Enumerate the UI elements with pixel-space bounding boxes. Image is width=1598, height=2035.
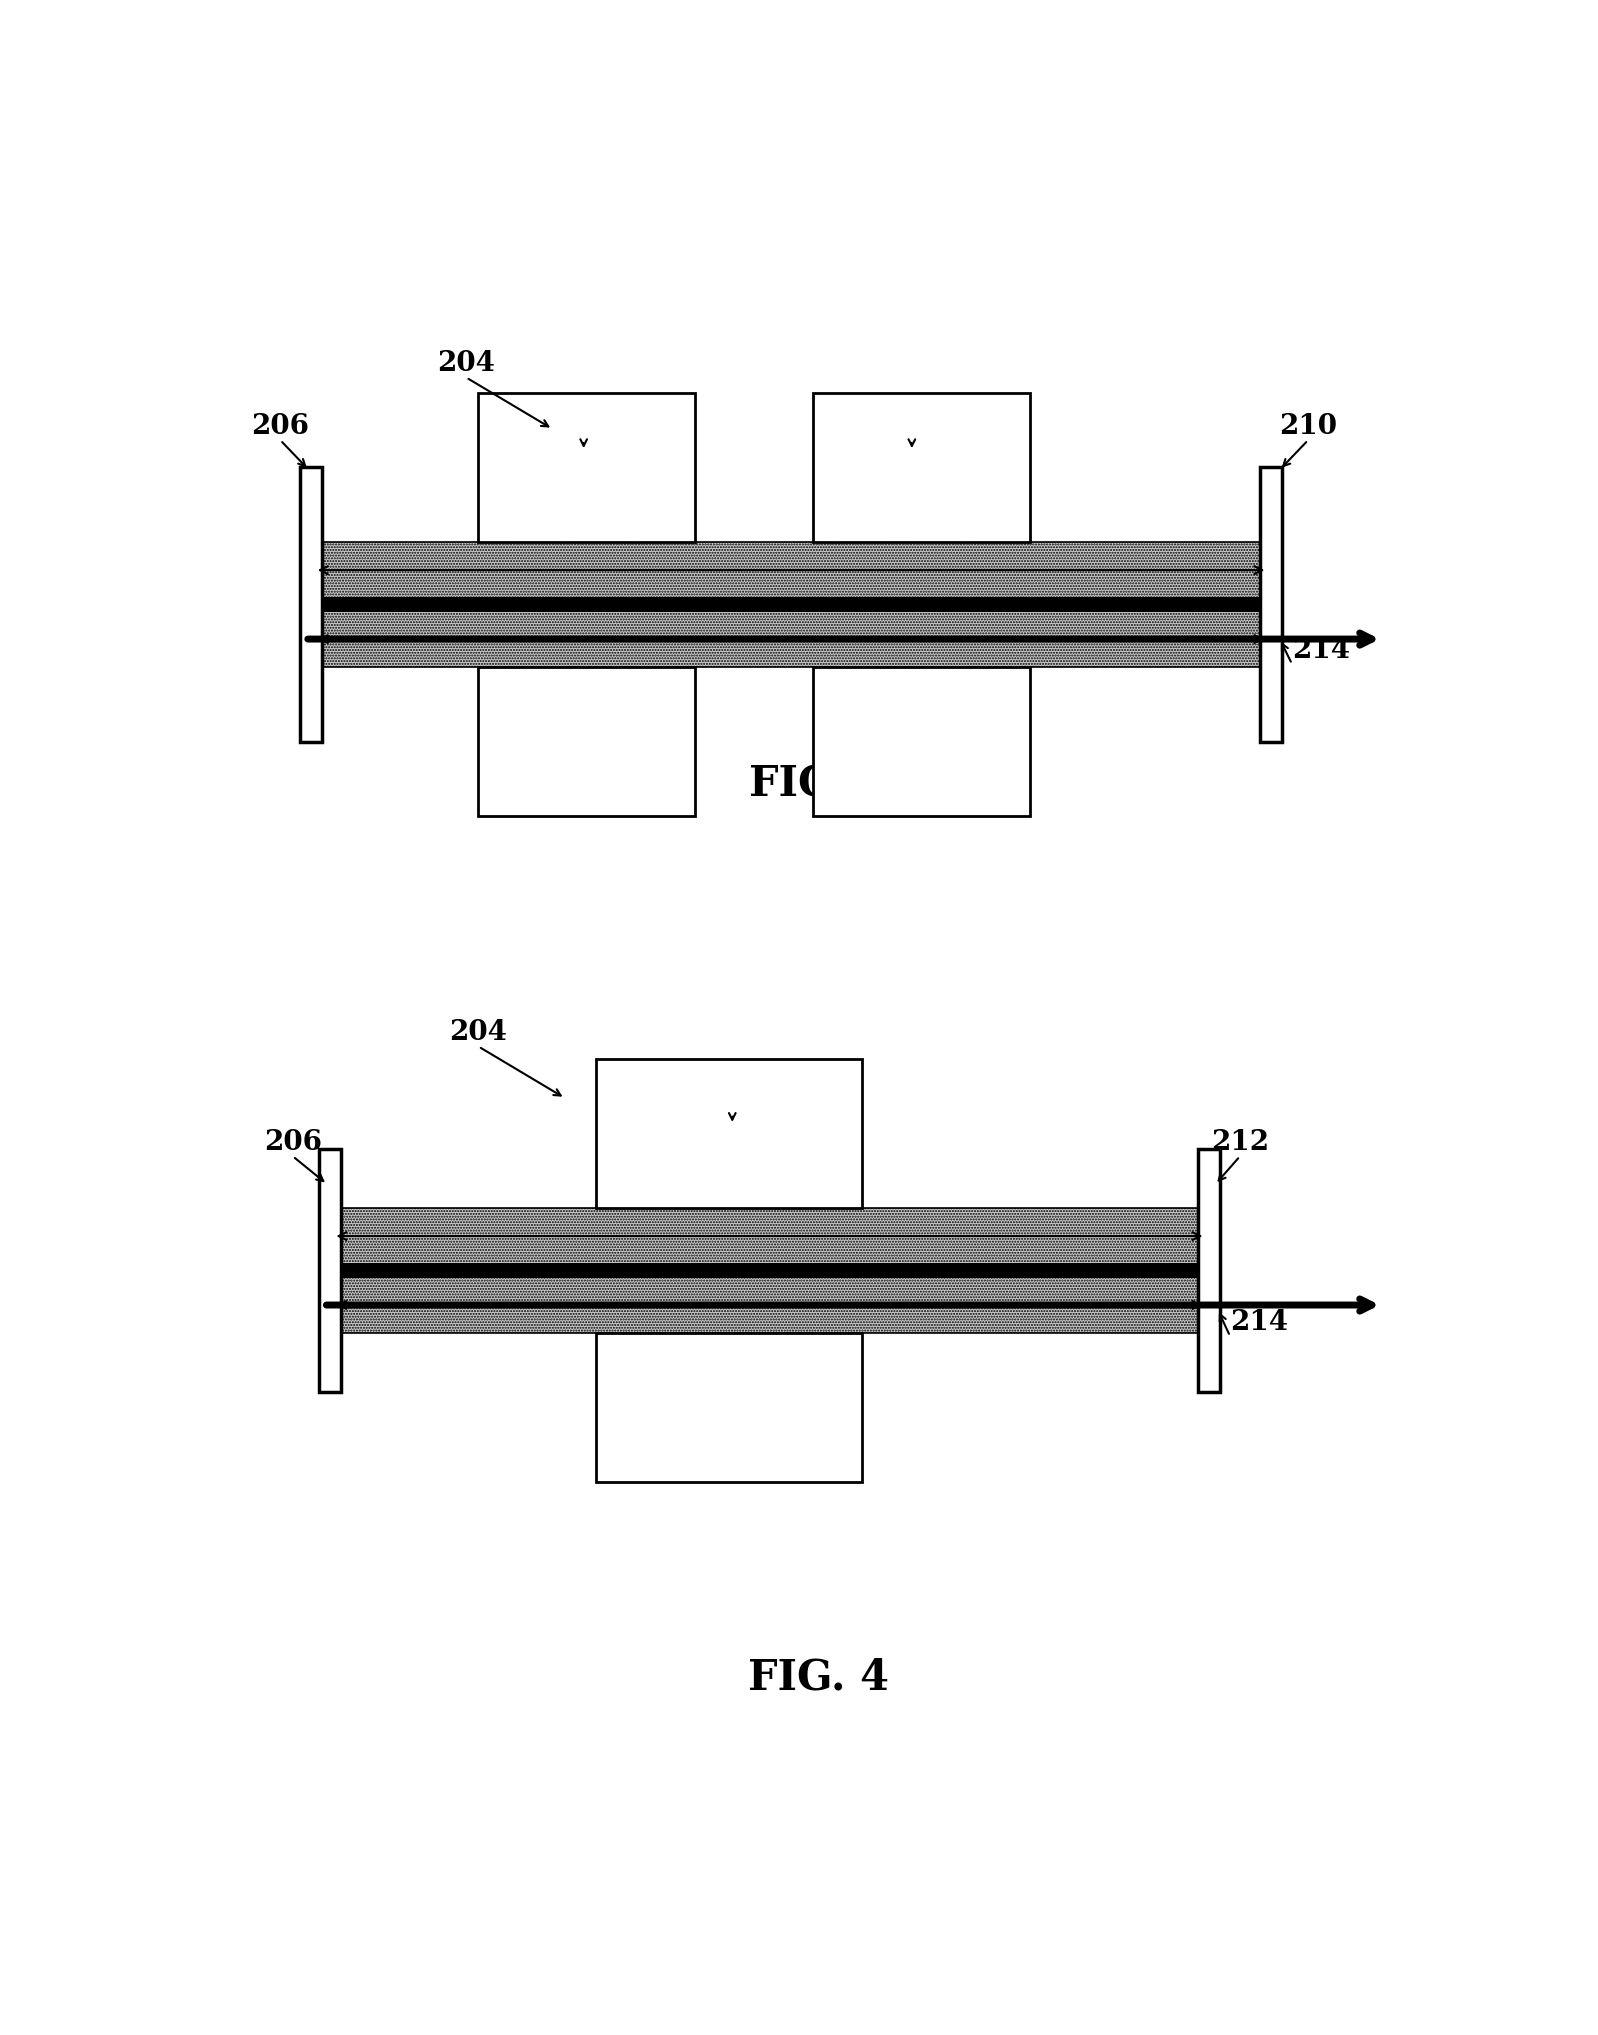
Text: 210: 210: [1278, 413, 1338, 440]
Text: 204: 204: [438, 350, 495, 376]
Text: FIG. 4: FIG. 4: [748, 1656, 890, 1699]
Text: FIG. 3: FIG. 3: [748, 763, 890, 806]
Bar: [1259, 468, 1282, 741]
Text: 214: 214: [1293, 637, 1350, 663]
Text: 212: 212: [1211, 1129, 1269, 1156]
Bar: [813, 393, 1029, 541]
Bar: [478, 667, 695, 816]
Bar: [329, 1209, 1210, 1264]
Bar: [813, 667, 1029, 816]
Text: 208: 208: [555, 413, 612, 440]
Text: 202: 202: [882, 413, 941, 440]
Bar: [318, 1150, 340, 1392]
Bar: [1198, 1150, 1221, 1392]
Bar: [300, 468, 323, 741]
Bar: [329, 1262, 1210, 1278]
Bar: [596, 1333, 863, 1481]
Bar: [312, 541, 1270, 598]
Text: 206: 206: [264, 1129, 321, 1156]
Text: 214: 214: [1230, 1309, 1288, 1337]
Bar: [329, 1276, 1210, 1333]
Text: 206: 206: [251, 413, 310, 440]
Bar: [312, 610, 1270, 667]
Bar: [478, 393, 695, 541]
Text: 402: 402: [703, 1087, 761, 1113]
Bar: [312, 596, 1270, 613]
Bar: [596, 1058, 863, 1209]
Text: 204: 204: [449, 1020, 507, 1046]
